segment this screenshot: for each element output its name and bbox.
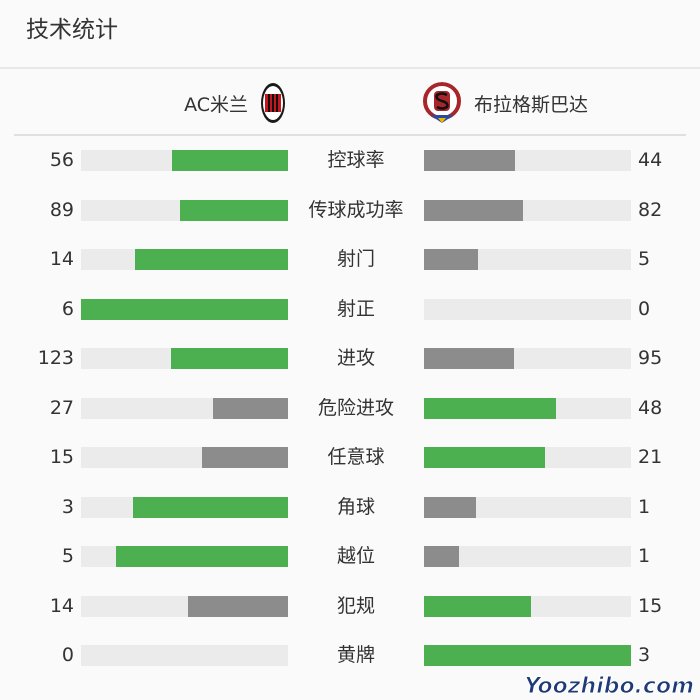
away-value: 15 [638,594,663,617]
home-bar-track [81,595,288,617]
home-bar-fill [172,150,288,171]
teams-header: AC米兰 布拉格斯巴达 [14,70,686,136]
stat-label: 危险进攻 [317,396,394,419]
stat-label: 射正 [336,297,375,320]
stat-label: 任意球 [327,446,385,468]
away-bar-fill [424,496,476,518]
stat-row: 0 黄牌 3 [0,644,700,667]
home-value: 0 [61,644,74,666]
home-bar-track [81,496,288,518]
home-value: 56 [49,149,74,171]
away-bar-fill [424,546,459,567]
away-value: 21 [638,446,663,468]
away-value: 3 [638,644,651,666]
stat-row: 15 任意球 21 [0,446,700,469]
home-bar-track [81,249,288,270]
home-team-name: AC米兰 [184,93,248,116]
away-bar-track [424,546,631,567]
home-bar-track [81,546,288,567]
away-bar-track [424,595,631,617]
away-team-name: 布拉格斯巴达 [474,93,589,116]
away-bar-track [424,447,631,468]
away-value: 5 [638,248,651,270]
sparta-praha-crest-icon [423,82,461,123]
stat-row: 56 控球率 44 [0,149,700,172]
away-bar-track [424,298,631,320]
stat-row: 5 越位 1 [0,545,700,568]
home-bar-track [81,645,288,666]
home-value: 123 [37,347,74,369]
away-bar-fill [424,595,532,617]
home-bar-fill [81,298,288,320]
home-bar-fill [115,546,288,567]
away-bar-fill [424,645,631,666]
stat-row: 6 射正 0 [0,297,700,321]
home-bar-track [81,150,288,171]
away-bar-fill [424,249,479,270]
stat-row: 123 进攻 95 [0,347,700,370]
home-value: 14 [49,594,74,617]
home-bar-track [81,298,288,320]
stat-label: 控球率 [327,149,385,171]
home-bar-fill [188,595,288,617]
away-bar-fill [424,199,524,221]
away-team[interactable]: 布拉格斯巴达 [422,82,588,124]
away-bar-track [424,348,631,369]
home-value: 3 [61,495,74,518]
away-bar-fill [424,447,545,468]
home-value: 6 [61,297,74,320]
watermark: Yoozhibo.com [524,674,695,700]
away-value: 95 [638,347,663,369]
home-bar-fill [180,199,288,221]
away-value: 1 [638,495,651,518]
home-bar-track [81,397,288,419]
home-bar-fill [201,447,288,468]
stat-label: 进攻 [336,347,375,369]
divider [0,67,700,69]
stat-label: 传球成功率 [308,198,404,221]
away-bar-track [424,249,631,270]
away-bar-fill [424,397,557,419]
stat-row: 14 射门 5 [0,248,700,271]
stat-label: 角球 [336,495,375,518]
stat-row: 89 传球成功率 82 [0,198,700,222]
ac-milan-crest-icon [261,83,285,123]
home-bar-fill [132,496,288,518]
away-value: 48 [638,396,663,419]
away-bar-track [424,496,631,518]
away-bar-fill [424,348,515,369]
away-bar-track [424,199,631,221]
stat-label: 射门 [336,248,375,270]
stat-label: 犯规 [336,594,375,617]
home-bar-track [81,199,288,221]
away-value: 0 [638,297,651,320]
home-team[interactable]: AC米兰 [184,82,286,124]
home-bar-track [81,348,288,369]
home-bar-fill [135,249,288,270]
home-bar-track [81,447,288,468]
away-bar-track [424,150,631,171]
away-value: 1 [638,545,651,567]
stat-row: 14 犯规 15 [0,594,700,618]
away-value: 44 [638,149,663,171]
away-value: 82 [638,198,663,221]
home-value: 15 [49,446,74,468]
home-value: 14 [49,248,74,270]
home-bar-fill [213,397,288,419]
stat-label: 黄牌 [336,644,375,666]
home-value: 27 [49,396,74,419]
away-bar-track [424,645,631,666]
home-value: 5 [61,545,74,567]
home-bar-fill [171,348,288,369]
home-value: 89 [49,198,74,221]
stat-row: 27 危险进攻 48 [0,396,700,420]
stat-row: 3 角球 1 [0,495,700,519]
away-bar-track [424,397,631,419]
away-bar-fill [424,150,516,171]
page-title: 技术统计 [26,17,118,43]
stat-label: 越位 [336,545,375,567]
